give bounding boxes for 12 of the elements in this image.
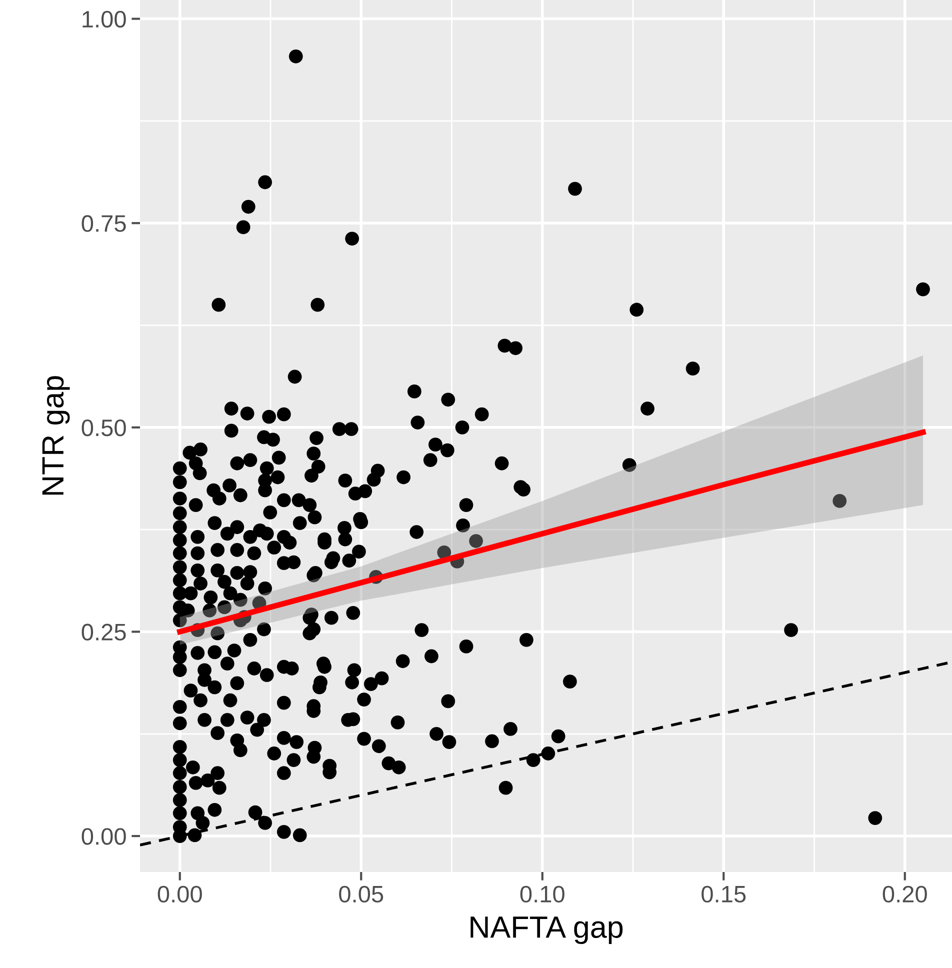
y-tick-label: 1.00 [82,10,126,28]
x-axis-title: NAFTA gap [470,916,623,944]
x-tick-label: 0.15 [702,886,746,903]
y-tick-label: 0.75 [82,215,126,232]
y-tick-label: 0.00 [82,828,126,845]
x-tick-label: 0.00 [158,886,202,903]
y-tick-label: 0.25 [82,624,126,641]
y-tick-label: 0.50 [82,419,126,436]
y-axis-title: NTR gap [42,376,70,495]
x-tick-label: 0.05 [339,886,384,903]
x-tick-label: 0.10 [520,886,564,903]
x-tick-label: 0.20 [882,886,927,903]
